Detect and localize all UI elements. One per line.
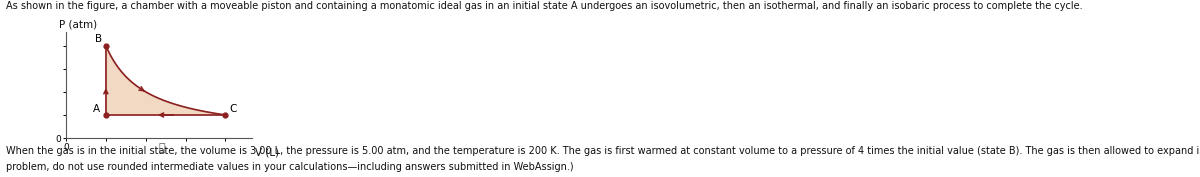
Polygon shape xyxy=(106,46,226,115)
Text: A: A xyxy=(94,104,101,114)
Text: As shown in the figure, a chamber with a moveable piston and containing a monato: As shown in the figure, a chamber with a… xyxy=(6,1,1082,11)
Text: When the gas is in the initial state, the volume is 3.00 L, the pressure is 5.00: When the gas is in the initial state, th… xyxy=(6,146,1200,156)
Text: ⓘ: ⓘ xyxy=(158,143,166,153)
Text: P (atm): P (atm) xyxy=(59,19,97,30)
Text: B: B xyxy=(95,34,102,44)
Text: problem, do not use rounded intermediate values in your calculations—including a: problem, do not use rounded intermediate… xyxy=(6,162,574,172)
Text: V (L): V (L) xyxy=(254,147,278,157)
Text: C: C xyxy=(229,104,236,114)
